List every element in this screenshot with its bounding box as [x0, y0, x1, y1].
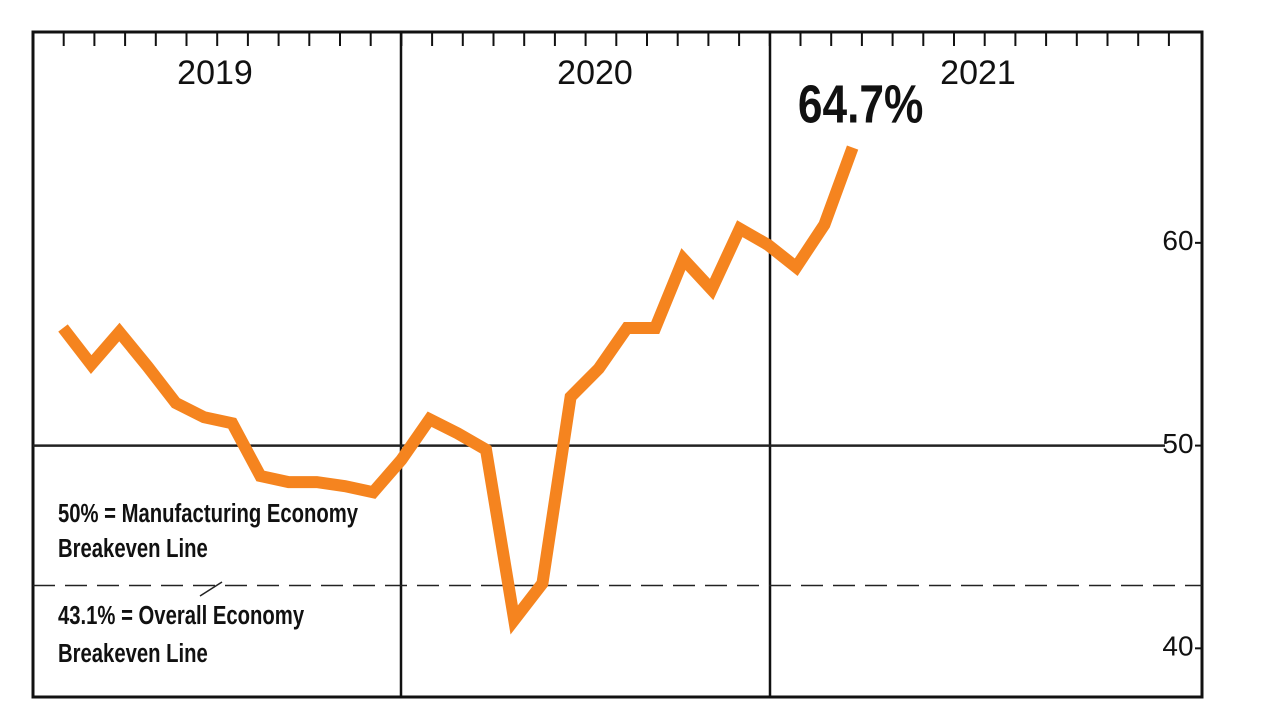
- data-line: [58, 145, 859, 635]
- year-label: 2020: [557, 54, 633, 92]
- value-label: 64.7%: [798, 74, 924, 134]
- frame: [31, 30, 1204, 699]
- reference-label: 43.1% = Overall Economy: [58, 600, 304, 629]
- y-tick-label: 40: [1162, 631, 1193, 662]
- y-tick-label: 60: [1162, 225, 1193, 256]
- reference-label: Breakeven Line: [58, 638, 208, 667]
- reference-label: Breakeven Line: [58, 533, 208, 562]
- year-label: 2021: [940, 54, 1016, 92]
- y-tick-label: 50: [1162, 428, 1193, 459]
- reference-label: 50% = Manufacturing Economy: [58, 498, 358, 527]
- year-label: 2019: [177, 54, 253, 92]
- leader-line: [199, 581, 223, 597]
